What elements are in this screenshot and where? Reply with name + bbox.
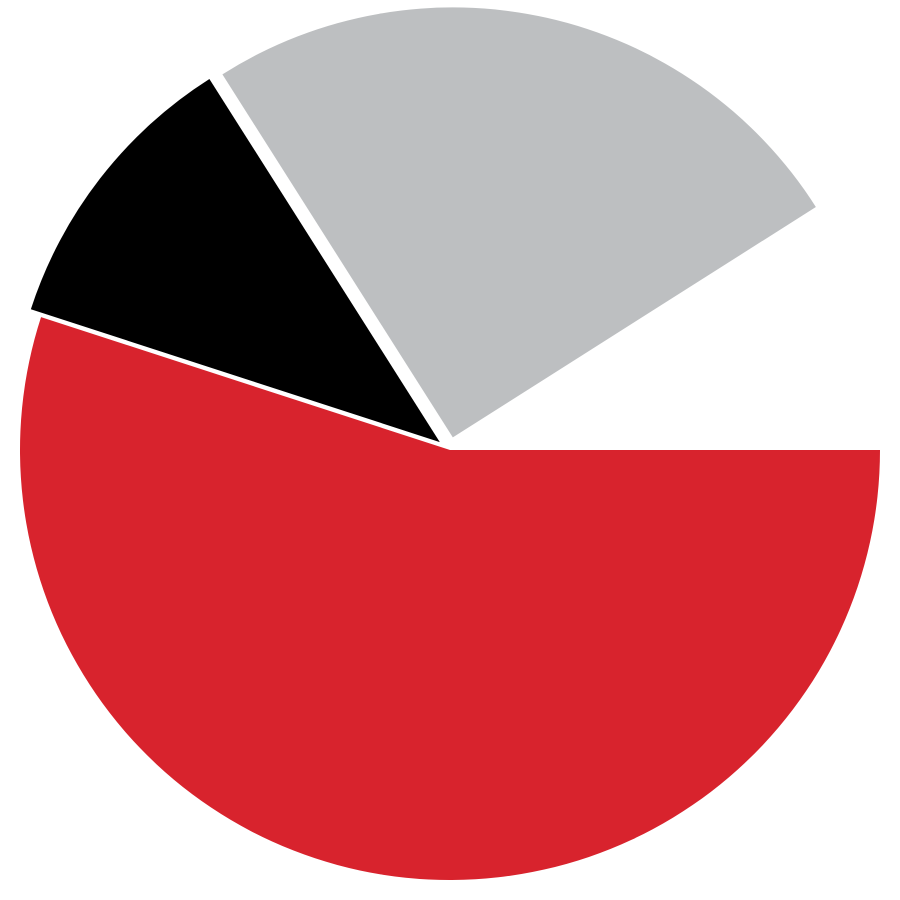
pie-chart [0,0,900,900]
pie-chart-container [0,0,900,900]
